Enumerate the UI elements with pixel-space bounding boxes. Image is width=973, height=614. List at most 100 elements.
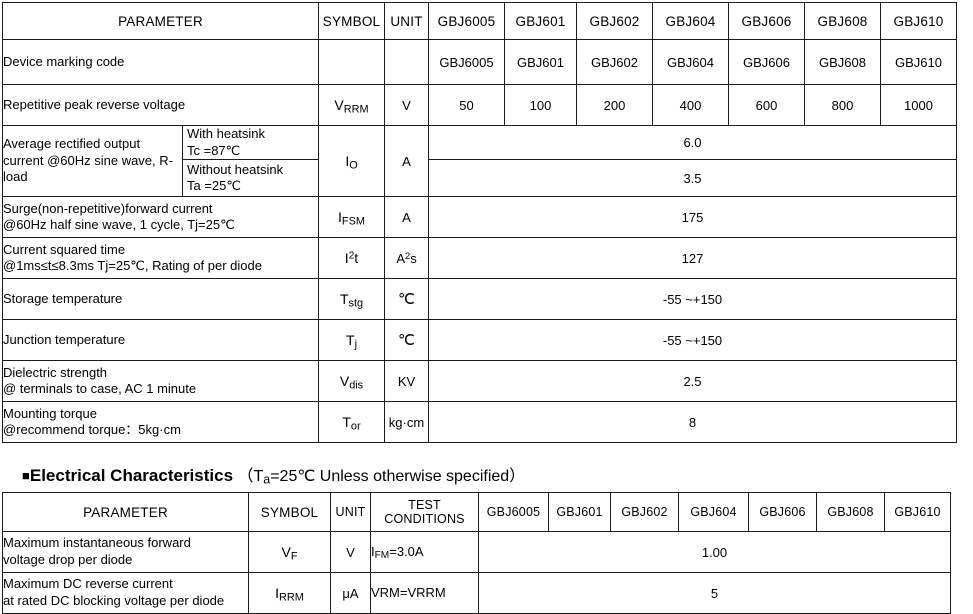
symbol-subscript: O xyxy=(349,159,358,172)
unit-cell: V xyxy=(330,531,371,573)
table-row: Maximum DC reverse current at rated DC b… xyxy=(2,572,951,614)
section-condition: （Ta=25℃ Unless otherwise specified） xyxy=(233,468,525,487)
test-condition-rest: =3.0A xyxy=(389,543,424,559)
merged-value-cell: 3.5 xyxy=(428,159,957,198)
table-row: Storage temperature Tstg ℃ -55 ~+150 xyxy=(2,278,957,321)
column-header-test-conditions: TEST CONDITIONS xyxy=(370,492,479,532)
symbol-subscript: dis xyxy=(349,379,364,392)
column-header-symbol: SYMBOL xyxy=(318,2,385,40)
symbol-subscript: FSM xyxy=(341,215,365,228)
table-row: Device marking code GBJ6005 GBJ601 GBJ60… xyxy=(2,39,957,85)
unit-main: A xyxy=(396,250,405,266)
parameter-cell: Mounting torque @recommend torque：5kg·cm xyxy=(2,401,319,444)
value-cell-gbj606: 600 xyxy=(728,84,805,126)
table-row: Dielectric strength @ terminals to case,… xyxy=(2,360,957,403)
value-cell-gbj610: 1000 xyxy=(880,84,957,126)
unit-cell: μA xyxy=(330,572,371,614)
column-header-gbj6005: GBJ6005 xyxy=(428,2,505,40)
symbol-cell: Tj xyxy=(318,319,385,362)
parameter-cell: Storage temperature xyxy=(2,278,319,321)
column-header-gbj610: GBJ610 xyxy=(884,492,951,532)
column-header-gbj601: GBJ601 xyxy=(548,492,611,532)
table-row: Surge(non-repetitive)forward current @60… xyxy=(2,196,957,239)
parameter-line2: @1ms≤t≤8.3ms Tj=25℃, Rating of per diode xyxy=(3,258,262,274)
parameter-line2: @recommend torque：5kg·cm xyxy=(3,422,181,438)
value-cell-gbj608: GBJ608 xyxy=(804,39,881,85)
column-header-gbj608: GBJ608 xyxy=(816,492,885,532)
value-cell-gbj601: GBJ601 xyxy=(504,39,577,85)
test-header-line1: TEST xyxy=(408,498,441,512)
parameter-cell: Surge(non-repetitive)forward current @60… xyxy=(2,196,319,239)
value-cell-gbj601: 100 xyxy=(504,84,577,126)
parameter-cell: Repetitive peak reverse voltage xyxy=(2,84,319,126)
symbol-main: I xyxy=(344,250,349,267)
column-header-gbj606: GBJ606 xyxy=(728,2,805,40)
symbol-cell: VF xyxy=(248,531,331,573)
value-cell-gbj602: GBJ602 xyxy=(576,39,653,85)
column-header-unit: UNIT xyxy=(330,492,371,532)
symbol-main: V xyxy=(281,544,291,560)
symbol-cell: Tstg xyxy=(318,278,385,321)
unit-cell: kg·cm xyxy=(384,401,429,444)
symbol-subscript: stg xyxy=(348,297,364,310)
column-header-gbj602: GBJ602 xyxy=(576,2,653,40)
value-cell-gbj6005: GBJ6005 xyxy=(428,39,505,85)
unit-cell: ℃ xyxy=(384,278,429,321)
merged-value-cell: 5 xyxy=(478,572,951,614)
table-row: Average rectified output current @60Hz s… xyxy=(2,124,957,198)
bullet-square-icon: ■ xyxy=(22,468,30,483)
condition-open: （T xyxy=(237,468,264,485)
unit-cell: ℃ xyxy=(384,319,429,362)
column-header-gbj601: GBJ601 xyxy=(504,2,577,40)
merged-value-cell: -55 ~+150 xyxy=(428,319,957,362)
column-header-symbol: SYMBOL xyxy=(248,492,331,532)
parameter-line1: Surge(non-repetitive)forward current xyxy=(3,200,213,216)
condition-subscript: a xyxy=(263,472,271,487)
table-row: Junction temperature Tj ℃ -55 ~+150 xyxy=(2,319,957,362)
table-row: Without heatsink Ta =25℃ 3.5 xyxy=(3,159,957,198)
parameter-cell: Junction temperature xyxy=(2,319,319,362)
merged-value-cell: 8 xyxy=(428,401,957,444)
table-row: Repetitive peak reverse voltage VRRM V 5… xyxy=(2,84,957,126)
value-cell-gbj604: GBJ604 xyxy=(652,39,729,85)
symbol-main: I xyxy=(345,153,350,170)
column-header-unit: UNIT xyxy=(384,2,429,40)
symbol-cell xyxy=(318,39,385,85)
symbol-subscript: or xyxy=(350,420,361,433)
value-cell-gbj6005: 50 xyxy=(428,84,505,126)
electrical-characteristics-table: PARAMETER SYMBOL UNIT TEST CONDITIONS GB… xyxy=(2,492,951,614)
parameter-line1: Dielectric strength xyxy=(3,364,108,380)
test-condition-main: I xyxy=(371,543,375,559)
value-cell-gbj606: GBJ606 xyxy=(728,39,805,85)
symbol-superscript: 2 xyxy=(348,250,355,262)
maximum-ratings-table-wrapper: PARAMETER SYMBOL UNIT GBJ6005 GBJ601 GBJ… xyxy=(2,2,957,444)
unit-cell: A xyxy=(384,196,429,239)
sub-condition-line1: Without heatsink xyxy=(187,161,284,177)
column-header-gbj6005: GBJ6005 xyxy=(478,492,549,532)
column-header-gbj602: GBJ602 xyxy=(610,492,679,532)
merged-value-cell: 175 xyxy=(428,196,957,239)
parameter-cell: Dielectric strength @ terminals to case,… xyxy=(2,360,319,403)
parameter-line1: Maximum instantaneous forward xyxy=(3,535,191,551)
table-row: Maximum instantaneous forward voltage dr… xyxy=(2,531,951,573)
symbol-main: V xyxy=(339,373,350,390)
symbol-subscript: j xyxy=(354,338,357,351)
symbol-main: T xyxy=(346,332,355,349)
test-header-line2: CONDITIONS xyxy=(384,512,465,526)
maximum-ratings-table: PARAMETER SYMBOL UNIT GBJ6005 GBJ601 GBJ… xyxy=(2,2,957,444)
symbol-cell: IFSM xyxy=(318,196,385,239)
merged-value-cell: 2.5 xyxy=(428,360,957,403)
parameter-line1: Maximum DC reverse current xyxy=(3,576,173,592)
symbol-subscript: RRM xyxy=(279,591,304,604)
table-row: Mounting torque @recommend torque：5kg·cm… xyxy=(2,401,957,444)
value-cell-gbj604: 400 xyxy=(652,84,729,126)
electrical-characteristics-heading: ■Electrical Characteristics （Ta=25℃ Unle… xyxy=(0,462,525,486)
column-header-parameter: PARAMETER xyxy=(2,2,319,40)
unit-superscript: 2 xyxy=(404,250,411,261)
unit-tail: s xyxy=(410,250,417,266)
parameter-line2: @60Hz half sine wave, 1 cycle, Tj=25℃ xyxy=(3,217,235,233)
parameter-line1: Current squared time xyxy=(3,241,126,257)
value-cell-gbj610: GBJ610 xyxy=(880,39,957,85)
column-header-gbj606: GBJ606 xyxy=(748,492,817,532)
test-condition-cell: IFM=3.0A xyxy=(370,531,479,573)
